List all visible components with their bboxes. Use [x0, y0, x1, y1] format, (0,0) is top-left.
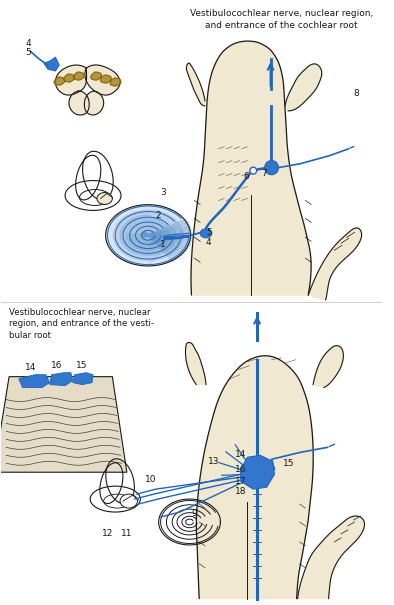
Text: 12: 12 [102, 529, 113, 538]
Text: Vestibulocochlear nerve, nuclear region,
and entrance of the cochlear root: Vestibulocochlear nerve, nuclear region,… [190, 9, 373, 30]
Polygon shape [44, 57, 59, 71]
Polygon shape [186, 342, 206, 385]
Polygon shape [91, 72, 102, 80]
Text: 18: 18 [235, 487, 247, 496]
Polygon shape [313, 345, 344, 388]
Text: 14: 14 [235, 450, 246, 459]
Text: 14: 14 [25, 362, 36, 371]
Text: 13: 13 [208, 457, 219, 466]
Polygon shape [64, 74, 75, 82]
Polygon shape [73, 72, 84, 80]
Text: 17: 17 [235, 477, 247, 486]
Ellipse shape [97, 192, 112, 204]
Text: 2: 2 [155, 211, 160, 220]
Polygon shape [100, 75, 112, 83]
Polygon shape [241, 456, 275, 489]
Text: 7: 7 [261, 169, 267, 178]
Text: 3: 3 [161, 189, 166, 197]
Text: 8: 8 [354, 89, 359, 98]
Polygon shape [297, 516, 364, 598]
Text: 6: 6 [243, 172, 249, 180]
Polygon shape [196, 356, 313, 598]
Text: 5: 5 [206, 228, 212, 237]
Circle shape [250, 167, 256, 174]
Polygon shape [56, 65, 87, 95]
Polygon shape [54, 77, 65, 85]
Polygon shape [84, 91, 104, 115]
Circle shape [265, 161, 278, 175]
Polygon shape [50, 373, 73, 385]
Polygon shape [106, 205, 190, 265]
Polygon shape [19, 374, 50, 388]
Polygon shape [69, 91, 89, 115]
Text: 4: 4 [206, 238, 212, 247]
Polygon shape [110, 78, 121, 86]
Text: Vestibulocochlear nerve, nuclear
region, and entrance of the vesti-
bular root: Vestibulocochlear nerve, nuclear region,… [9, 308, 154, 340]
Text: 5: 5 [26, 48, 31, 57]
Polygon shape [85, 65, 120, 95]
Text: 15: 15 [76, 361, 87, 370]
Polygon shape [120, 215, 176, 255]
Text: 15: 15 [283, 459, 295, 468]
Polygon shape [148, 232, 163, 246]
Ellipse shape [120, 494, 138, 508]
Text: 1: 1 [160, 240, 165, 249]
Polygon shape [308, 228, 362, 300]
Polygon shape [73, 373, 93, 385]
Polygon shape [0, 377, 127, 473]
Polygon shape [113, 210, 183, 260]
Ellipse shape [200, 229, 212, 238]
Text: 4: 4 [26, 39, 31, 48]
Polygon shape [186, 63, 205, 106]
Text: 11: 11 [121, 529, 133, 538]
Polygon shape [285, 64, 322, 111]
Text: 10: 10 [145, 475, 157, 484]
Polygon shape [127, 231, 169, 250]
Text: 9: 9 [191, 509, 197, 518]
Text: 16: 16 [235, 465, 247, 474]
Polygon shape [191, 41, 311, 295]
Text: 16: 16 [51, 361, 62, 370]
